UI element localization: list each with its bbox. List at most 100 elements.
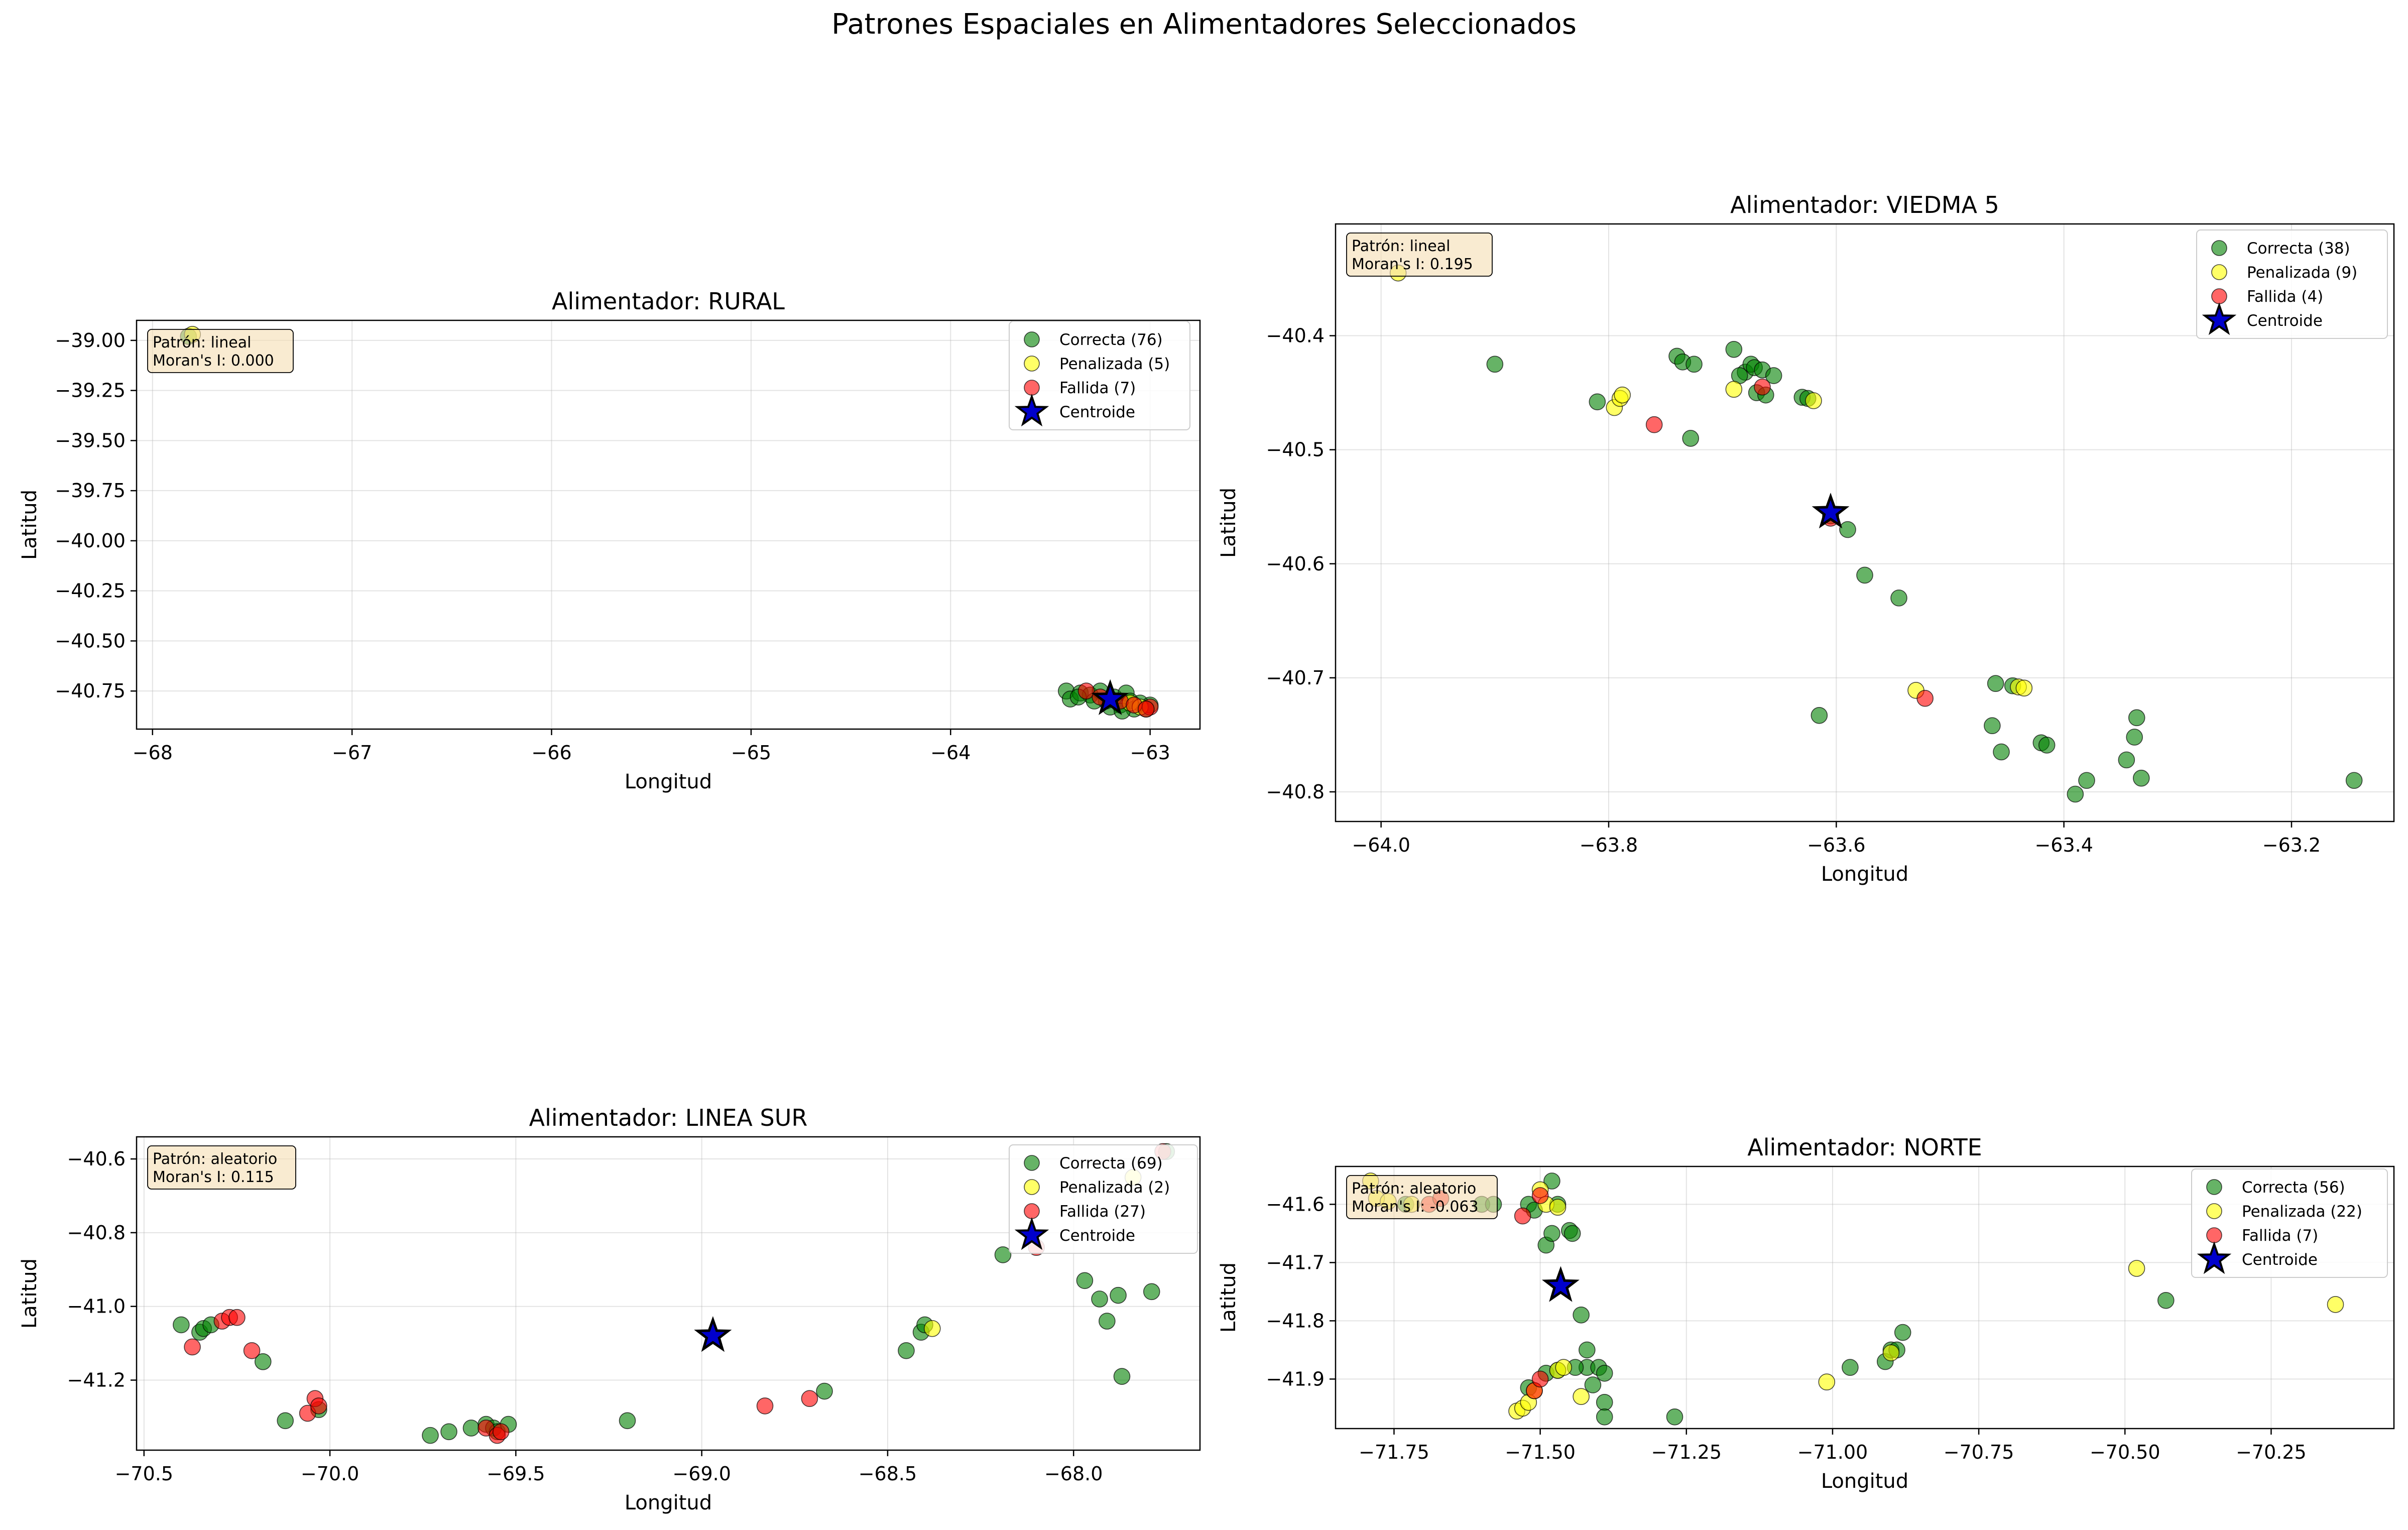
- y-tick-label: −41.0: [67, 1296, 126, 1318]
- legend-fallida-icon: [1024, 380, 1040, 396]
- moran-label: Moran's I: -0.063: [1352, 1198, 1479, 1216]
- y-axis-label: Latitud: [18, 490, 41, 560]
- data-point-1: [1856, 566, 1873, 584]
- data-point-1: [1839, 521, 1856, 538]
- x-tick-label: −64: [930, 742, 971, 764]
- data-point-3: [801, 1390, 818, 1407]
- data-point-2: [1549, 1199, 1567, 1216]
- data-point-1: [462, 1420, 480, 1437]
- data-point-1: [1563, 1225, 1581, 1242]
- legend-item-label: Fallida (27): [1059, 1203, 1146, 1221]
- x-tick-label: −71.75: [1359, 1441, 1429, 1463]
- subplot-title: Alimentador: NORTE: [1747, 1134, 1982, 1161]
- data-point-3: [492, 1423, 510, 1441]
- subplot-title: Alimentador: RURAL: [552, 288, 785, 315]
- pattern-label: Patrón: lineal: [153, 334, 251, 351]
- data-point-2: [2327, 1296, 2344, 1313]
- centroid-marker: [1541, 1266, 1580, 1302]
- x-axis-label: Longitud: [1821, 863, 1908, 886]
- legend-item-label: Centroide: [1059, 1227, 1135, 1245]
- y-tick-label: −39.50: [55, 429, 126, 451]
- data-point-1: [422, 1427, 439, 1444]
- data-point-1: [1811, 707, 1828, 724]
- data-point-3: [243, 1342, 261, 1359]
- data-point-1: [1987, 675, 2004, 692]
- data-point-2: [1725, 381, 1743, 398]
- legend-centroid-icon: [1014, 393, 1049, 427]
- legend-item-label: Correcta (76): [1059, 331, 1163, 349]
- data-point-2: [1614, 386, 1631, 404]
- data-point-3: [1531, 1370, 1549, 1388]
- data-point-1: [1589, 393, 1606, 411]
- data-point-1: [1725, 341, 1743, 358]
- data-point-3: [1531, 1187, 1549, 1204]
- legend-item-label: Fallida (7): [1059, 379, 1136, 397]
- legend-penalizada-icon: [2211, 264, 2227, 280]
- data-point-3: [1137, 700, 1155, 718]
- data-point-1: [440, 1423, 457, 1441]
- pattern-label: Patrón: lineal: [1352, 238, 1450, 255]
- y-tick-label: −40.4: [1266, 325, 1325, 347]
- x-tick-label: −68.5: [859, 1463, 917, 1485]
- data-point-3: [310, 1397, 327, 1415]
- x-tick-label: −71.25: [1651, 1441, 1722, 1463]
- legend-item-label: Centroide: [2242, 1251, 2318, 1269]
- legend-item-label: Fallida (7): [2242, 1227, 2318, 1245]
- moran-label: Moran's I: 0.195: [1352, 256, 1473, 273]
- y-tick-label: −39.25: [55, 380, 126, 402]
- y-tick-label: −40.5: [1266, 439, 1325, 461]
- legend-item-label: Correcta (56): [2242, 1179, 2345, 1197]
- pattern-annotation-box: [1346, 232, 1493, 277]
- data-point-1: [1543, 1172, 1560, 1190]
- legend-centroid-icon: [2202, 302, 2237, 335]
- legend-fallida-icon: [2211, 288, 2227, 304]
- data-point-1: [1543, 1225, 1560, 1242]
- data-point-3: [1754, 378, 1771, 396]
- data-point-3: [1916, 689, 1934, 707]
- data-point-2: [2015, 679, 2033, 697]
- x-tick-label: −63: [1130, 742, 1170, 764]
- x-tick-label: −70.50: [2090, 1441, 2160, 1463]
- x-tick-label: −68: [133, 742, 173, 764]
- x-tick-label: −70.5: [115, 1463, 173, 1485]
- y-tick-label: −41.2: [67, 1369, 126, 1391]
- legend-item-label: Centroide: [2247, 312, 2323, 330]
- data-point-1: [1993, 743, 2010, 761]
- legend-item-label: Penalizada (22): [2242, 1203, 2362, 1221]
- data-point-1: [1091, 1290, 1108, 1308]
- data-point-2: [1818, 1373, 1836, 1390]
- y-tick-label: −41.6: [1266, 1193, 1325, 1215]
- x-tick-label: −69.0: [672, 1463, 731, 1485]
- figure-title: Patrones Espaciales en Alimentadores Sel…: [831, 8, 1577, 41]
- legend-penalizada-icon: [1024, 356, 1040, 372]
- data-point-1: [2126, 729, 2143, 746]
- subplot-3: −70.5 −70.0 −69.5 −69.0 −68.5 −68.0 −40.6 −40.8…: [18, 1104, 1201, 1514]
- y-tick-label: −39.75: [55, 480, 126, 502]
- x-tick-label: −65: [731, 742, 771, 764]
- legend-fallida-icon: [2206, 1227, 2222, 1243]
- x-tick-label: −69.5: [487, 1463, 545, 1485]
- data-point-3: [1077, 682, 1095, 699]
- data-point-1: [1578, 1341, 1596, 1359]
- moran-label: Moran's I: 0.115: [153, 1168, 274, 1186]
- pattern-annotation-box: [147, 1145, 296, 1190]
- data-point-1: [2067, 785, 2084, 803]
- legend: [2196, 229, 2388, 339]
- x-tick-label: −70.25: [2236, 1441, 2307, 1463]
- x-tick-label: −63.8: [1580, 834, 1638, 856]
- legend-correcta-icon: [2206, 1179, 2222, 1195]
- data-point-1: [1573, 1307, 1590, 1324]
- legend-correcta-icon: [2211, 240, 2227, 256]
- x-tick-label: −68.0: [1044, 1463, 1103, 1485]
- data-point-3: [1645, 416, 1663, 433]
- pattern-annotation-box: [1346, 1175, 1498, 1219]
- data-point-1: [1099, 1313, 1116, 1330]
- subplot-2: −64.0 −63.8 −63.6 −63.4 −63.2 −40.4 −40.5 −40.6…: [1217, 191, 2395, 886]
- legend-item-label: Fallida (4): [2247, 288, 2323, 306]
- legend: [2191, 1168, 2388, 1278]
- y-axis-label: Latitud: [18, 1258, 41, 1329]
- data-point-2: [2128, 1260, 2145, 1277]
- legend-item-label: Penalizada (5): [1059, 355, 1170, 373]
- legend-centroid-icon: [2197, 1241, 2232, 1274]
